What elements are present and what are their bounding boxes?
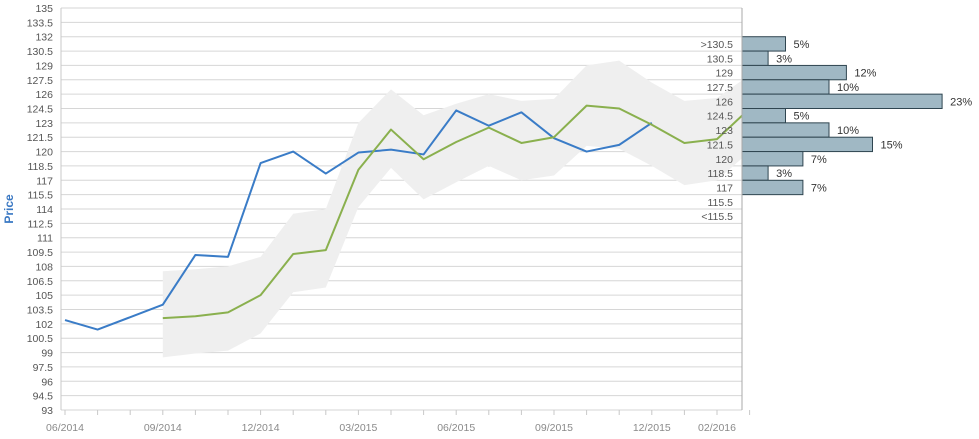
distribution-percent-label: 3% bbox=[776, 53, 792, 65]
y-tick-label: 130.5 bbox=[27, 46, 53, 58]
distribution-bar bbox=[741, 108, 786, 124]
y-tick-label: 123 bbox=[35, 118, 53, 130]
y-tick-label: 124.5 bbox=[27, 104, 53, 116]
distribution-percent-label: 7% bbox=[811, 182, 827, 194]
distribution-bar bbox=[741, 93, 943, 110]
y-tick-label: 121.5 bbox=[27, 132, 53, 144]
distribution-layer: >130.5 5% 130.5 3% 129 12% 127.5 10% 126 23% 124.5… bbox=[701, 36, 972, 223]
y-tick-label: 126 bbox=[35, 89, 53, 101]
distribution-bar bbox=[741, 136, 873, 153]
x-tick-label: 06/2014 bbox=[46, 422, 84, 434]
distribution-percent-label: 10% bbox=[837, 125, 859, 137]
y-tick-label: 103.5 bbox=[27, 305, 53, 317]
distribution-bin-label: 123 bbox=[715, 125, 733, 137]
distribution-bin-label: 117 bbox=[716, 182, 733, 194]
distribution-percent-label: 15% bbox=[881, 139, 903, 151]
y-tick-label: 106.5 bbox=[27, 276, 53, 288]
y-tick-label: 133.5 bbox=[27, 17, 53, 29]
y-tick-label: 102 bbox=[35, 319, 53, 331]
y-tick-label: 120 bbox=[35, 147, 53, 159]
distribution-bar bbox=[741, 50, 769, 66]
distribution-percent-label: 5% bbox=[794, 39, 810, 51]
y-tick-label: 105 bbox=[35, 290, 53, 302]
distribution-percent-label: 23% bbox=[950, 96, 972, 108]
distribution-bin-label: 126 bbox=[715, 96, 733, 108]
distribution-bar bbox=[741, 64, 847, 81]
forecast-band-layer bbox=[162, 60, 750, 358]
distribution-bar bbox=[741, 36, 786, 52]
y-tick-label: 96 bbox=[41, 376, 53, 388]
y-tick-label: 135 bbox=[35, 3, 53, 15]
y-tick-label: 132 bbox=[35, 32, 53, 44]
y-tick-label: 108 bbox=[35, 261, 53, 273]
y-tick-label: 118.5 bbox=[28, 161, 54, 173]
distribution-bin-label: <115.5 bbox=[701, 211, 733, 223]
distribution-bin-label: 120 bbox=[715, 154, 733, 166]
y-tick-label: 111 bbox=[37, 233, 53, 245]
distribution-bin-label: 129 bbox=[715, 68, 733, 80]
y-tick-label: 115.5 bbox=[28, 190, 54, 202]
forecast-series-line bbox=[162, 104, 751, 320]
distribution-bin-label: 115.5 bbox=[708, 197, 734, 209]
x-tick-label: 02/2016 bbox=[698, 422, 736, 434]
y-tick-label: 99 bbox=[41, 348, 53, 360]
series-layer bbox=[64, 104, 751, 331]
x-tick-label: 03/2015 bbox=[339, 422, 377, 434]
distribution-bin-label: 121.5 bbox=[707, 139, 733, 151]
distribution-bar bbox=[741, 179, 804, 196]
distribution-percent-label: 10% bbox=[837, 82, 859, 94]
distribution-bar bbox=[741, 151, 804, 167]
y-tick-label: 109.5 bbox=[27, 247, 53, 259]
forecast-band bbox=[162, 60, 750, 358]
distribution-bin-label: 130.5 bbox=[707, 53, 733, 65]
y-tick-label: 93 bbox=[41, 405, 53, 417]
distribution-bin-label: >130.5 bbox=[701, 39, 734, 51]
distribution-bin-label: 127.5 bbox=[707, 82, 733, 94]
y-tick-label: 94.5 bbox=[33, 391, 54, 403]
distribution-bin-label: 124.5 bbox=[707, 111, 733, 123]
y-tick-label: 97.5 bbox=[33, 362, 54, 374]
x-tick-label: 06/2015 bbox=[437, 422, 475, 434]
distribution-bar bbox=[741, 165, 769, 181]
x-tick-label: 09/2015 bbox=[535, 422, 573, 434]
y-tick-label: 100.5 bbox=[27, 333, 53, 345]
distribution-percent-label: 12% bbox=[854, 68, 876, 80]
y-tick-label: 112.5 bbox=[28, 218, 54, 230]
distribution-percent-label: 3% bbox=[776, 168, 792, 180]
distribution-percent-label: 5% bbox=[794, 111, 810, 123]
x-tick-label: 09/2014 bbox=[144, 422, 182, 434]
y-tick-label: 117 bbox=[36, 175, 53, 187]
y-tick-label: 114 bbox=[36, 204, 53, 216]
y-axis-title: Price bbox=[2, 194, 16, 224]
y-tick-label: 127.5 bbox=[27, 75, 53, 87]
distribution-bin-label: 118.5 bbox=[708, 168, 734, 180]
y-tick-label: 129 bbox=[35, 60, 53, 72]
distribution-percent-label: 7% bbox=[811, 154, 827, 166]
axis-layer: 93 94.5 96 97.5 99 100.5 102 103.5 105 106.5 108 10… bbox=[27, 3, 751, 434]
x-tick-label: 12/2015 bbox=[633, 422, 671, 434]
x-tick-label: 12/2014 bbox=[242, 422, 280, 434]
distribution-bar bbox=[741, 79, 830, 95]
distribution-bar bbox=[741, 122, 830, 138]
